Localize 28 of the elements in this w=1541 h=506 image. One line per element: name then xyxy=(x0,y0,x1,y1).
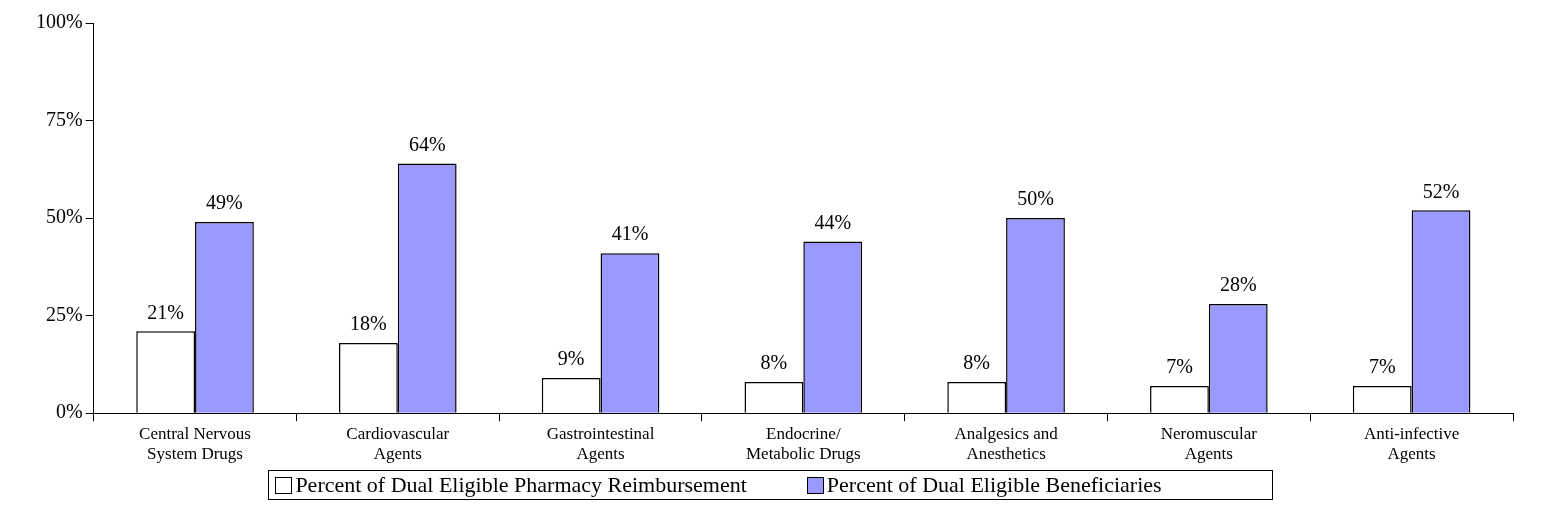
x-tick-label: Central Nervous System Drugs xyxy=(139,423,251,464)
x-tick-label: Endocrine/ Metabolic Drugs xyxy=(745,423,861,464)
data-label: 8% xyxy=(760,351,788,374)
data-label: 28% xyxy=(1219,273,1257,296)
data-label: 21% xyxy=(147,300,184,323)
data-label: 9% xyxy=(557,347,585,370)
data-label: 7% xyxy=(1368,355,1396,378)
data-label: 8% xyxy=(963,351,991,374)
data-label: 41% xyxy=(611,222,649,245)
y-tick-label: 75% xyxy=(45,107,83,130)
text: Percent of Dual Eligible Pharmacy Reimbursement xyxy=(295,472,747,498)
y-tick-label: 50% xyxy=(45,205,83,228)
x-tick-label: Gastrointestinal Agents xyxy=(546,423,655,464)
data-label: 7% xyxy=(1166,355,1193,378)
x-tick-label: Analgesics and Anesthetics xyxy=(954,423,1059,464)
data-label: 52% xyxy=(1422,179,1460,202)
y-tick-label: 100% xyxy=(35,10,83,33)
data-label: 18% xyxy=(350,312,387,335)
x-tick-label: Cardiovascular Agents xyxy=(346,423,450,464)
y-tick-label: 0% xyxy=(55,400,83,423)
x-tick-label: Neromuscular Agents xyxy=(1160,423,1258,464)
data-label: 44% xyxy=(814,210,852,233)
x-tick-label: Anti-infective Agents xyxy=(1363,423,1460,464)
y-tick-label: 25% xyxy=(45,302,83,325)
data-label: 50% xyxy=(1017,187,1054,210)
data-label: 49% xyxy=(206,191,243,214)
legend-label: Percent of Dual Eligible Beneficiaries xyxy=(826,472,1162,498)
data-label: 64% xyxy=(408,132,446,155)
